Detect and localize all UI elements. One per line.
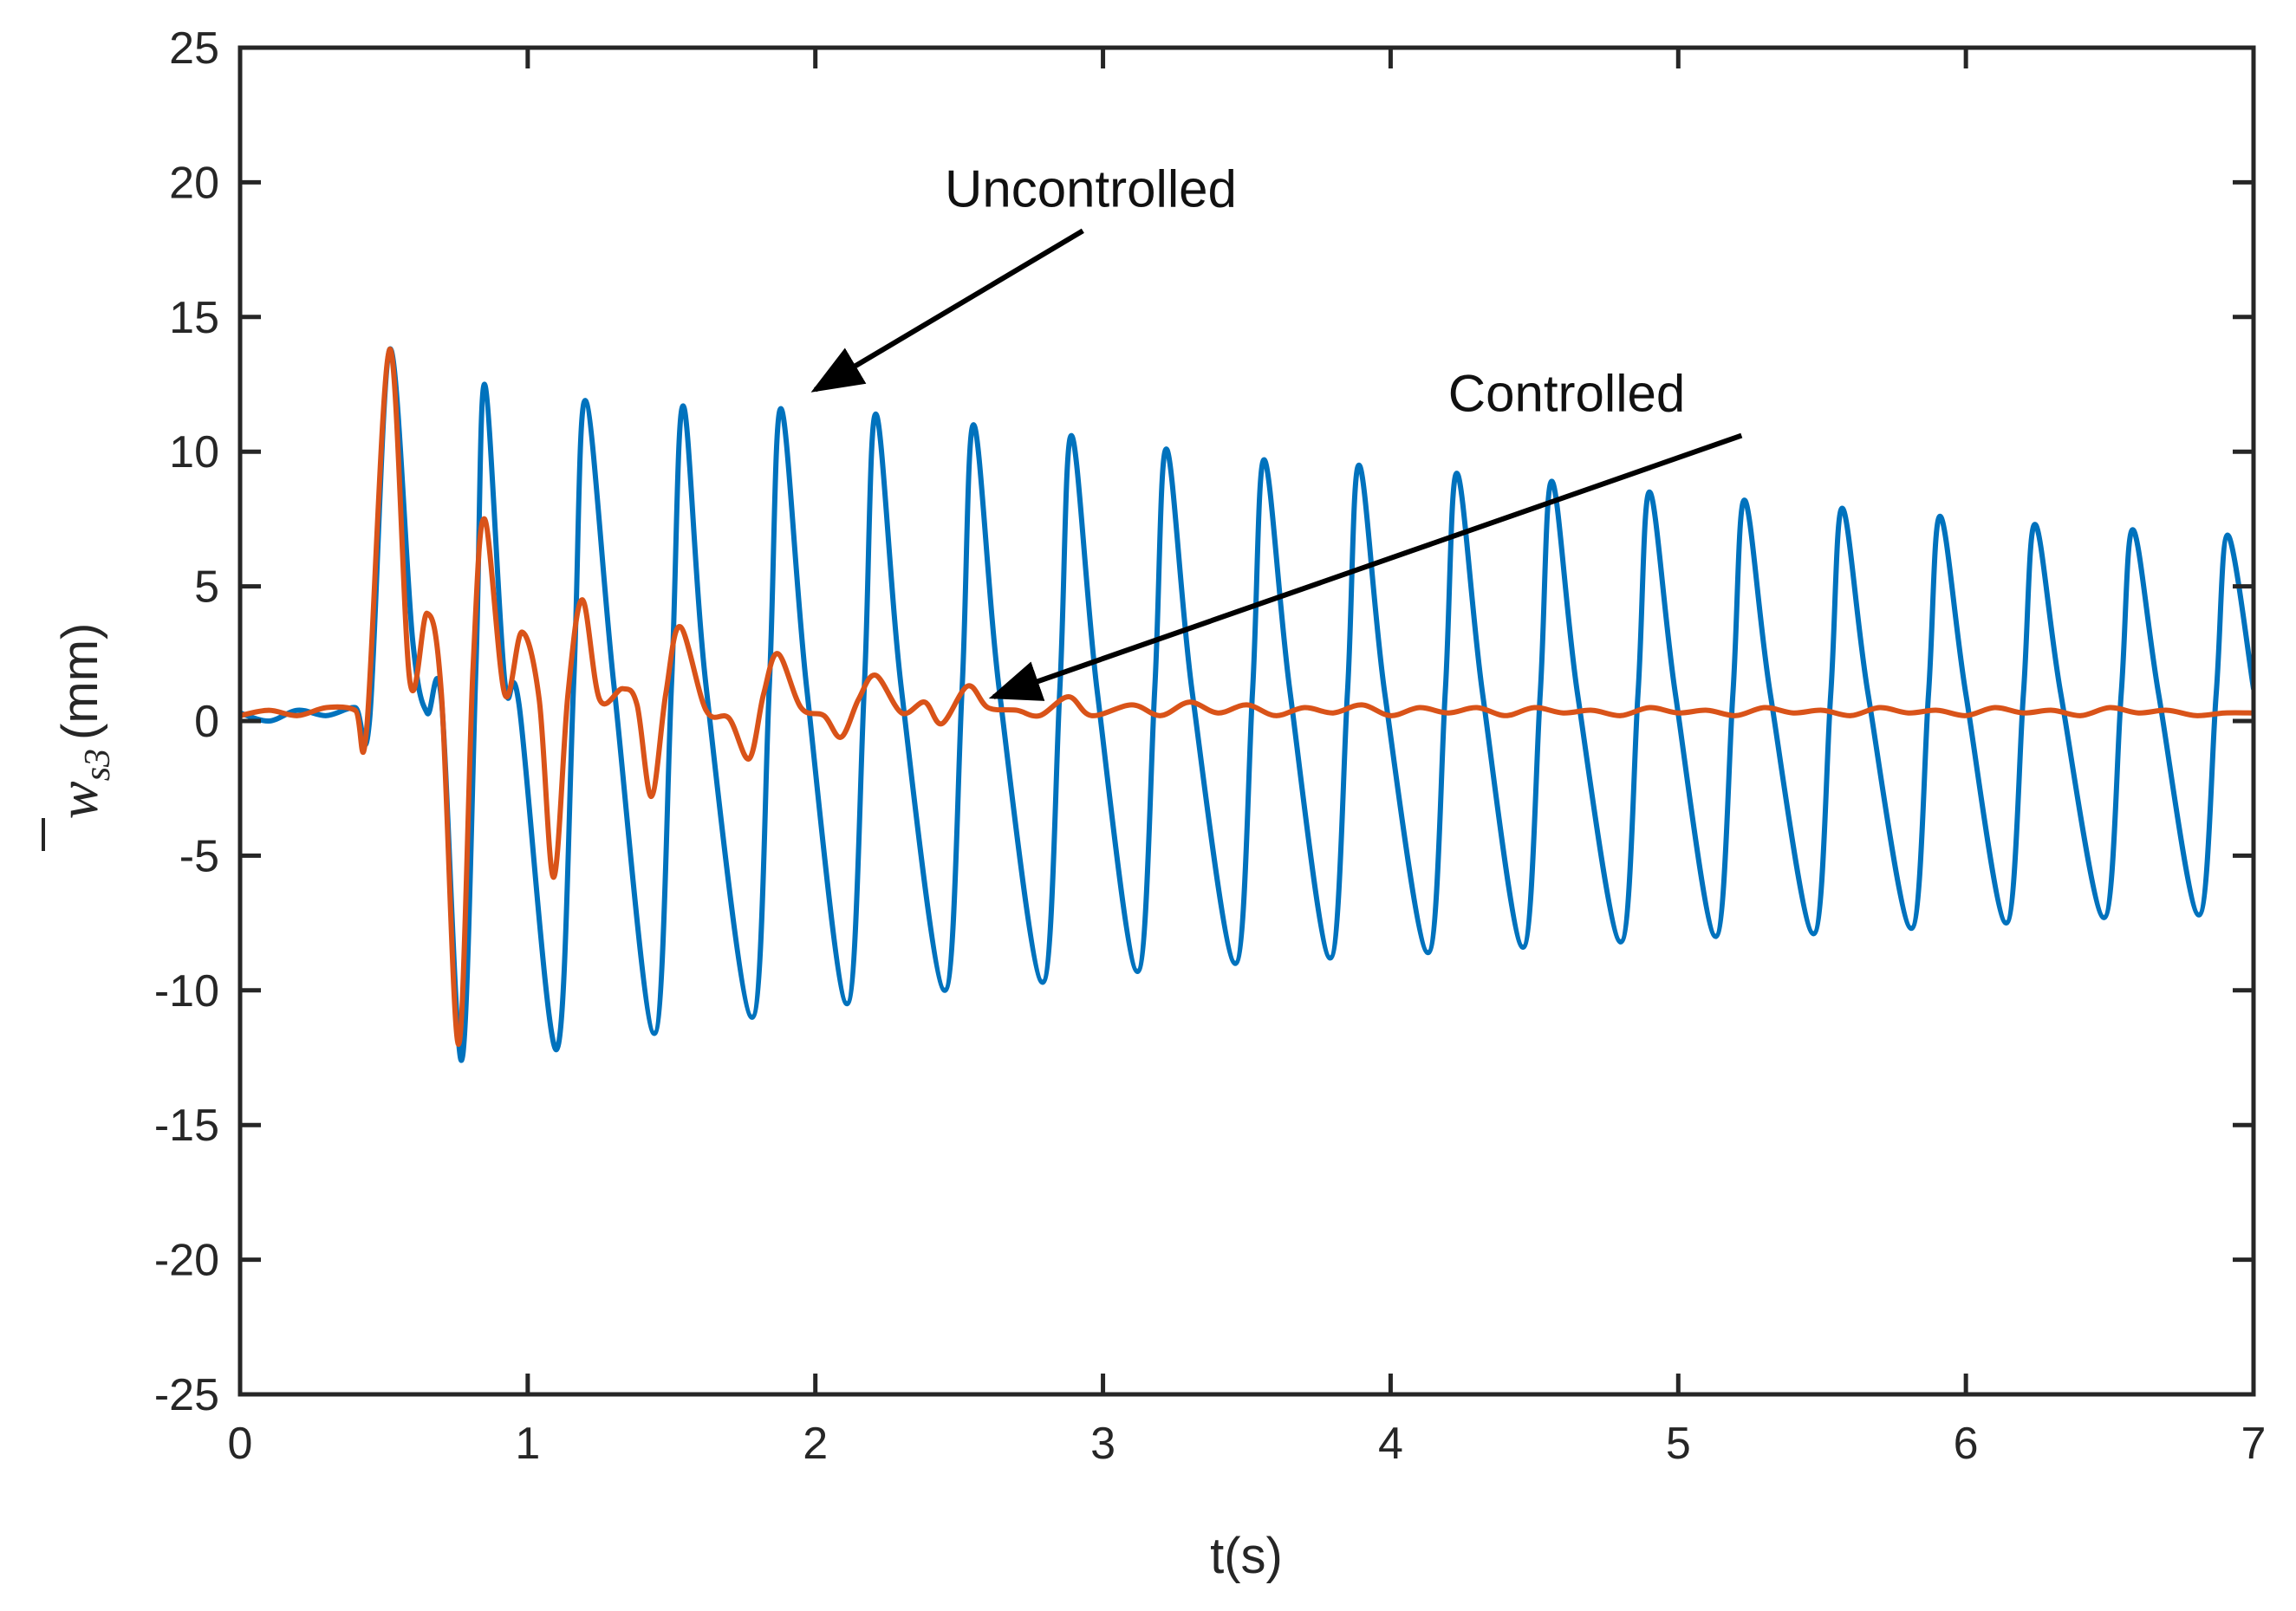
svg-text:ws3(mm): ws3 (mm)	[47, 623, 118, 820]
series-layer	[240, 346, 2254, 1063]
x-tick-label: 2	[803, 1419, 828, 1469]
x-tick-label: 7	[2241, 1419, 2267, 1469]
y-tick-labels: -25 -20 -15 -10 -5 0 5 10 15 20 25	[154, 23, 219, 1420]
x-tick-label: 6	[1954, 1419, 1979, 1469]
y-tick-label: 20	[169, 158, 219, 208]
x-tick-label: 5	[1666, 1419, 1691, 1469]
y-axis-label: ws3 (mm)	[42, 623, 118, 851]
axes-box	[237, 45, 2256, 1397]
annotation-arrow-uncontrolled	[810, 228, 1084, 393]
series-line-controlled	[240, 347, 2254, 1048]
x-tick-label: 1	[515, 1419, 540, 1469]
x-tick-label: 3	[1090, 1419, 1115, 1469]
y-tick-label: 10	[169, 427, 219, 477]
y-tick-label: 15	[169, 293, 219, 343]
x-axis-label: t(s)	[1210, 1528, 1283, 1584]
annotation-arrow-controlled	[988, 432, 1743, 701]
x-tick-label: 0	[228, 1419, 253, 1469]
y-tick-label: 0	[194, 697, 219, 747]
series-line-uncontrolled	[240, 346, 2254, 1063]
y-tick-label: -20	[154, 1236, 219, 1286]
annotation-controlled: Controlled	[1448, 365, 1686, 423]
x-tick-labels: 0 1 2 3 4 5 6 7	[228, 1419, 2267, 1469]
y-axis-unit: (mm)	[52, 623, 108, 740]
y-tick-label: -10	[154, 966, 219, 1017]
annotation-uncontrolled: Uncontrolled	[945, 159, 1237, 218]
annotation-layer: Uncontrolled Controlled	[810, 159, 1743, 701]
y-tick-label: -5	[179, 831, 219, 881]
y-tick-label: -25	[154, 1370, 219, 1420]
y-axis-subscript: s3	[78, 749, 118, 781]
plot-area	[240, 48, 2254, 1394]
y-tick-label: -15	[154, 1101, 219, 1151]
y-tick-label: 25	[169, 23, 219, 74]
x-tick-label: 4	[1378, 1419, 1403, 1469]
y-axis-symbol: w	[47, 781, 110, 819]
y-tick-label: 5	[194, 562, 219, 613]
